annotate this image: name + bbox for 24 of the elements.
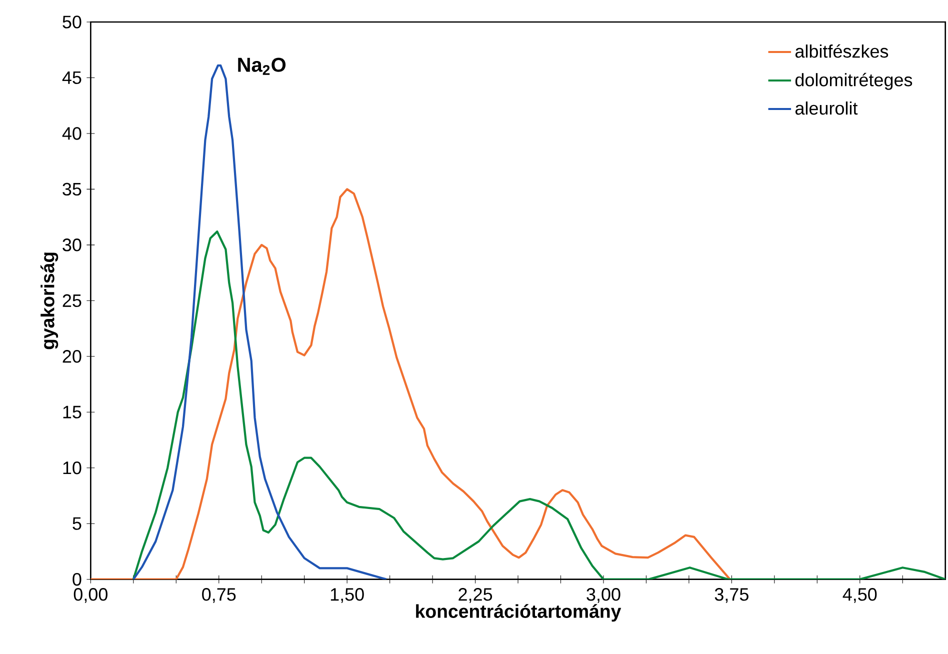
y-tick-label: 20 bbox=[62, 350, 82, 363]
y-tick-label: 40 bbox=[62, 127, 82, 140]
y-tick-label: 45 bbox=[62, 71, 82, 84]
x-tick-label: 4,50 bbox=[842, 588, 877, 603]
legend-label: albitfészkes bbox=[795, 44, 888, 58]
text: Na$_{2}$O bbox=[238, 58, 286, 75]
x-axis-title: koncentrációtartomány bbox=[416, 604, 622, 622]
x-tick-label: 0,00 bbox=[74, 588, 108, 603]
x-tick-label: 1,50 bbox=[330, 588, 364, 603]
y-tick-label: 5 bbox=[72, 517, 82, 530]
x-tick-label: 3,00 bbox=[586, 588, 620, 603]
legend-label: dolomitréteges bbox=[795, 72, 912, 90]
x-tick-label: 0,75 bbox=[202, 588, 236, 603]
x-tick-label: 3,75 bbox=[714, 588, 748, 603]
y-tick-label: 10 bbox=[63, 461, 82, 474]
y-tick-label: 15 bbox=[63, 406, 82, 418]
y-tick-label: 50 bbox=[62, 16, 82, 28]
y-tick-label: 25 bbox=[62, 294, 82, 308]
x-tick-label: 2,25 bbox=[458, 588, 492, 603]
y-tick-label: 30 bbox=[62, 238, 82, 252]
y-tick-label: 35 bbox=[62, 182, 82, 196]
y-tick-label: 0 bbox=[72, 572, 82, 586]
y-axis-title: gyakoriság bbox=[40, 252, 58, 350]
legend-label: aleurolit bbox=[795, 101, 858, 115]
